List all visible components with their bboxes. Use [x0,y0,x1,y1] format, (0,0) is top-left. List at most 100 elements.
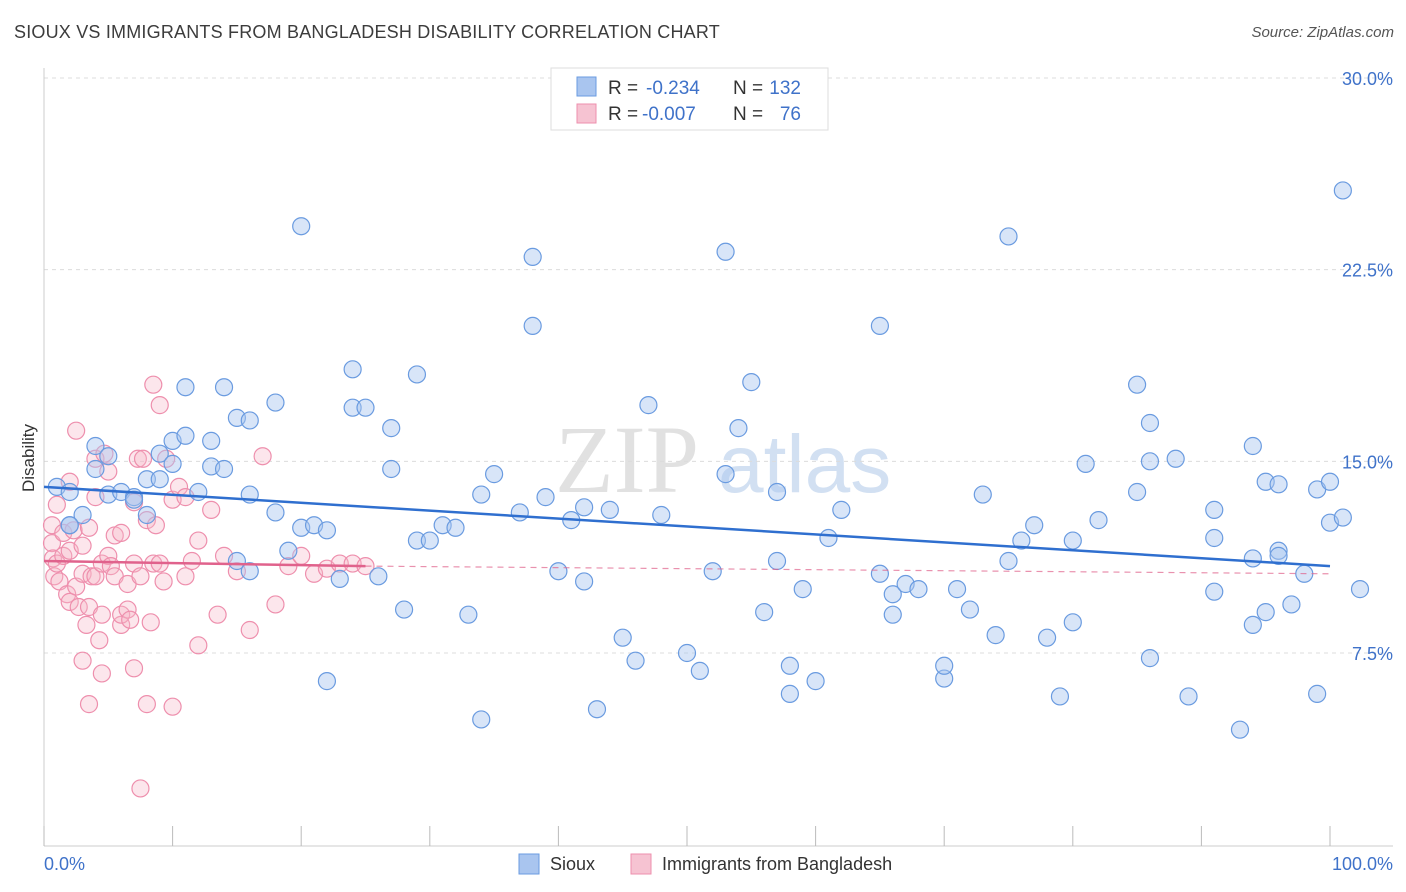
point-sioux-64 [600,500,619,519]
point-sioux-69 [677,643,697,663]
point-bangladesh-68 [202,500,221,519]
point-bangladesh-30 [92,605,111,624]
point-sioux-24 [214,378,234,397]
legend-n-value-sioux: 132 [769,78,801,99]
point-sioux-65 [613,628,632,647]
point-sioux-90 [909,580,928,599]
source-label: Source: ZipAtlas.com [1251,24,1394,41]
point-sioux-102 [1050,687,1070,706]
point-sioux-98 [999,227,1018,246]
point-sioux-59 [549,562,568,581]
legend-r-label-sioux: R = [608,78,638,99]
legend-r-label-bangladesh: R = [608,104,638,125]
trend-lines [43,485,1331,575]
point-bangladesh-55 [146,516,165,535]
point-sioux-100 [1025,516,1044,535]
trend-line-sioux [43,485,1331,568]
point-sioux-14 [137,505,156,525]
point-bangladesh-82 [131,779,150,798]
point-sioux-50 [446,518,465,537]
point-sioux-53 [472,710,491,729]
point-sioux-84 [832,500,851,519]
point-sioux-15 [150,444,169,463]
point-sioux-126 [1282,595,1301,614]
point-sioux-91 [935,669,954,688]
point-sioux-32 [279,541,298,560]
point-bangladesh-29 [92,664,111,683]
point-sioux-115 [1205,582,1224,601]
point-sioux-72 [716,242,735,261]
series-sioux [47,181,1370,739]
point-sioux-62 [575,572,594,591]
point-bangladesh-47 [128,449,147,468]
point-sioux-131 [1320,472,1340,491]
point-sioux-134 [1350,580,1370,599]
legend-n-label-bangladesh: N = [733,104,763,125]
point-bangladesh-53 [144,375,163,394]
point-sioux-88 [883,605,902,624]
point-sioux-63 [587,700,607,719]
point-bangladesh-73 [253,447,272,466]
trend-line-bangladesh [43,559,366,568]
point-sioux-61 [575,498,594,517]
point-sioux-19 [176,378,195,397]
point-bangladesh-74 [266,595,285,614]
point-bangladesh-48 [131,567,150,586]
point-sioux-93 [947,580,967,599]
legend-swatch-bangladesh [576,103,597,124]
chart-title: SIOUX VS IMMIGRANTS FROM BANGLADESH DISA… [14,22,720,42]
point-bangladesh-66 [189,531,208,550]
point-sioux-31 [266,503,285,522]
point-sioux-108 [1127,375,1147,394]
point-sioux-66 [626,651,645,670]
y-tick-label-2: 22.5% [1342,261,1393,281]
point-sioux-22 [202,431,221,450]
watermark-atlas: atlas [718,419,891,510]
point-sioux-119 [1243,615,1262,634]
point-sioux-17 [163,454,182,473]
point-sioux-92 [935,656,954,675]
y-tick-label-1: 15.0% [1342,452,1393,472]
point-sioux-42 [369,567,388,586]
point-sioux-3 [73,505,92,525]
point-sioux-109 [1140,413,1160,433]
point-sioux-37 [317,672,337,691]
point-sioux-113 [1179,687,1198,706]
point-sioux-106 [1089,511,1108,530]
point-sioux-40 [343,360,362,379]
y-tick-labels: 7.5% 15.0% 22.5% 30.0% [1342,69,1393,664]
point-sioux-12 [137,470,156,489]
point-bangladesh-11 [60,592,79,611]
point-bangladesh-50 [137,511,156,530]
point-sioux-95 [973,485,992,504]
point-bangladesh-21 [79,695,99,714]
point-bangladesh-39 [112,615,131,634]
point-sioux-57 [523,316,542,335]
point-bangladesh-43 [121,610,140,629]
x-tick-label-1: 100.0% [1332,854,1393,874]
point-sioux-104 [1063,613,1082,632]
point-sioux-123 [1269,541,1288,560]
point-sioux-112 [1166,449,1185,468]
point-sioux-120 [1243,549,1262,568]
point-sioux-76 [755,603,774,622]
point-bangladesh-19 [73,651,92,670]
point-bangladesh-17 [73,536,92,555]
x-tick-labels: 0.0% 100.0% [44,854,1393,874]
point-bangladesh-24 [82,567,101,586]
point-sioux-43 [382,419,401,438]
point-sioux-54 [485,465,504,484]
bottom-legend-swatch-bangladesh [630,853,652,875]
point-sioux-34 [292,217,311,236]
point-sioux-39 [343,398,362,417]
point-sioux-48 [420,531,439,550]
point-bangladesh-52 [141,613,160,632]
point-sioux-6 [86,436,105,456]
legend-n-value-bangladesh: 76 [780,104,801,125]
point-sioux-110 [1140,452,1160,471]
trend-line-bangladesh-extension [365,565,1331,575]
point-sioux-11 [124,490,144,509]
point-bangladesh-71 [227,562,246,581]
point-bangladesh-38 [112,523,131,542]
point-sioux-68 [652,505,671,525]
